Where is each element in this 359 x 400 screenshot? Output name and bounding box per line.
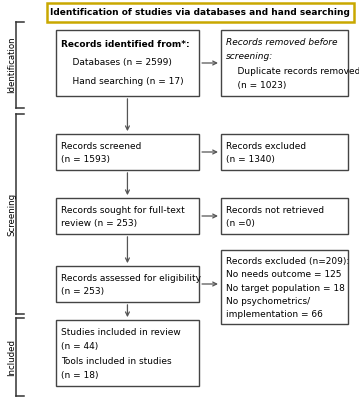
Text: Records screened: Records screened bbox=[61, 142, 141, 151]
Text: Screening: Screening bbox=[7, 192, 16, 236]
Text: Studies included in review: Studies included in review bbox=[61, 328, 181, 337]
Text: (n = 1340): (n = 1340) bbox=[226, 156, 275, 164]
Text: (n = 18): (n = 18) bbox=[61, 371, 98, 380]
Text: Identification of studies via databases and hand searching: Identification of studies via databases … bbox=[50, 8, 350, 17]
Text: (n = 253): (n = 253) bbox=[61, 288, 104, 296]
Text: (n = 1023): (n = 1023) bbox=[226, 81, 286, 90]
Text: Hand searching (n = 17): Hand searching (n = 17) bbox=[61, 77, 184, 86]
Text: No psychometrics/: No psychometrics/ bbox=[226, 297, 310, 306]
Text: Databases (n = 2599): Databases (n = 2599) bbox=[61, 58, 172, 68]
FancyBboxPatch shape bbox=[221, 250, 348, 324]
Text: implementation = 66: implementation = 66 bbox=[226, 310, 323, 319]
Text: No target population = 18: No target population = 18 bbox=[226, 284, 345, 293]
Text: No needs outcome = 125: No needs outcome = 125 bbox=[226, 270, 342, 280]
Text: Records excluded (n=209):: Records excluded (n=209): bbox=[226, 257, 349, 266]
FancyBboxPatch shape bbox=[47, 3, 354, 22]
Text: Identification: Identification bbox=[7, 37, 16, 93]
Text: Records sought for full-text: Records sought for full-text bbox=[61, 206, 185, 215]
Text: Records excluded: Records excluded bbox=[226, 142, 306, 151]
FancyBboxPatch shape bbox=[56, 134, 199, 170]
Text: Included: Included bbox=[7, 338, 16, 376]
FancyBboxPatch shape bbox=[56, 320, 199, 386]
Text: Records removed before: Records removed before bbox=[226, 38, 338, 47]
FancyBboxPatch shape bbox=[221, 30, 348, 96]
Text: Duplicate records removed: Duplicate records removed bbox=[226, 66, 359, 76]
FancyBboxPatch shape bbox=[56, 266, 199, 302]
Text: Records assessed for eligibility: Records assessed for eligibility bbox=[61, 274, 201, 283]
Text: Records not retrieved: Records not retrieved bbox=[226, 206, 324, 215]
FancyBboxPatch shape bbox=[56, 198, 199, 234]
Text: (n =0): (n =0) bbox=[226, 220, 255, 228]
Text: Tools included in studies: Tools included in studies bbox=[61, 356, 172, 366]
FancyBboxPatch shape bbox=[221, 134, 348, 170]
Text: (n = 1593): (n = 1593) bbox=[61, 156, 110, 164]
Text: review (n = 253): review (n = 253) bbox=[61, 220, 137, 228]
Text: Records identified from*:: Records identified from*: bbox=[61, 40, 190, 49]
Text: (n = 44): (n = 44) bbox=[61, 342, 98, 351]
Text: screening:: screening: bbox=[226, 52, 274, 61]
FancyBboxPatch shape bbox=[221, 198, 348, 234]
FancyBboxPatch shape bbox=[56, 30, 199, 96]
